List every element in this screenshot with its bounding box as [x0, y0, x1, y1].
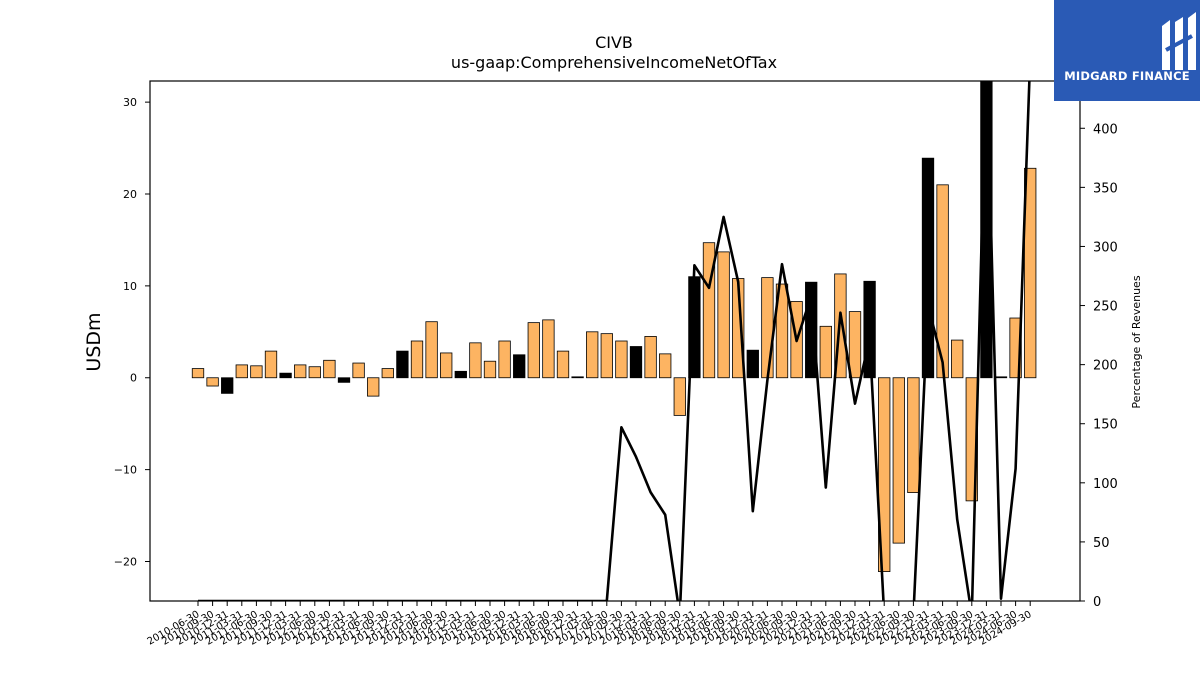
bar [761, 277, 774, 379]
y2-axis-label: Percentage of Revenues [1130, 275, 1143, 408]
bar [425, 321, 438, 379]
bar [907, 377, 920, 493]
bar [527, 322, 540, 379]
percentage-line [198, 81, 1031, 601]
bar [440, 352, 453, 379]
bar [644, 336, 657, 379]
bar [878, 377, 891, 573]
y-tick-label: 20 [123, 188, 137, 201]
bar [775, 283, 789, 379]
plot-frame [149, 80, 1081, 602]
bar [1024, 167, 1037, 379]
bar [308, 366, 321, 379]
bar [629, 346, 643, 379]
chart-subtitle: us-gaap:ComprehensiveIncomeNetOfTax [451, 53, 777, 72]
bar [892, 377, 905, 544]
chart-title: CIVB [595, 33, 633, 52]
y2-tick-label: 200 [1093, 359, 1118, 374]
bar [571, 376, 584, 379]
brand-name: MIDGARD FINANCE [1064, 69, 1190, 83]
bar [381, 368, 394, 379]
bar [702, 242, 716, 379]
bar [469, 342, 482, 379]
bar [863, 280, 876, 379]
bar [717, 251, 730, 379]
bar [513, 354, 526, 379]
bar [556, 350, 570, 379]
y-tick-label: −10 [114, 464, 137, 477]
bar [848, 311, 862, 379]
midgard-logo-icon [1162, 12, 1196, 70]
y2-tick-label: 50 [1093, 536, 1110, 551]
plot-area [191, 81, 1037, 601]
bar [206, 377, 219, 387]
bar [279, 372, 292, 379]
y-tick-label: 10 [123, 280, 137, 293]
bar [1009, 317, 1022, 379]
y2-tick-label: 400 [1093, 122, 1118, 137]
bar [367, 377, 380, 397]
bar [235, 364, 248, 379]
bar [250, 365, 263, 379]
bar [951, 339, 964, 379]
y2-tick-label: 100 [1093, 477, 1118, 492]
y-tick-label: 30 [123, 96, 137, 109]
bar [396, 350, 409, 379]
y-axis-label: USDm [83, 312, 105, 371]
bar [615, 340, 628, 379]
bar [542, 319, 555, 379]
y2-tick-label: 0 [1093, 595, 1101, 610]
bar [498, 340, 511, 379]
bar [483, 360, 497, 379]
bar [600, 333, 613, 379]
bar [264, 350, 278, 379]
bar [586, 331, 599, 379]
bar [746, 349, 759, 379]
bar [323, 359, 336, 379]
y2-tick-label: 250 [1093, 300, 1118, 315]
bar [337, 377, 351, 383]
bar [936, 184, 949, 379]
brand-logo: MIDGARD FINANCE [1054, 0, 1200, 101]
bar [659, 353, 672, 379]
bar [994, 376, 1008, 379]
bar [921, 157, 935, 379]
bar [673, 377, 686, 416]
y-tick-label: 0 [130, 372, 137, 385]
bar [191, 368, 205, 379]
axes: −20−100102030050100150200250300350400201… [114, 96, 1118, 648]
bar [454, 370, 467, 379]
bar [410, 340, 424, 379]
bar [294, 364, 307, 379]
bar [221, 377, 234, 394]
y2-tick-label: 300 [1093, 240, 1118, 255]
y-tick-label: −20 [114, 555, 137, 568]
y2-tick-label: 350 [1093, 181, 1118, 196]
bar [819, 325, 832, 379]
bar [352, 362, 365, 379]
y2-tick-label: 150 [1093, 418, 1118, 433]
bar [805, 281, 818, 379]
